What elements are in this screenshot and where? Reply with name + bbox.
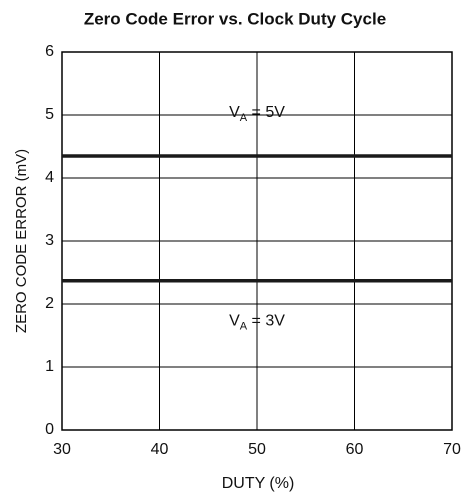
- y-tick-label: 4: [45, 169, 54, 186]
- series-label-rest: = 5V: [247, 104, 285, 121]
- y-tick-label: 0: [45, 421, 54, 438]
- y-tick-label: 5: [45, 106, 54, 123]
- x-tick-label: 70: [443, 441, 461, 458]
- plot-frame: [61, 51, 453, 431]
- series-label: VA = 5V: [229, 104, 285, 124]
- y-tick-label: 6: [45, 43, 54, 60]
- series-label-rest: = 3V: [247, 313, 285, 330]
- x-tick-label: 50: [248, 441, 266, 458]
- series-label: VA = 3V: [229, 313, 285, 333]
- x-tick-label: 60: [346, 441, 364, 458]
- y-axis-label: ZERO CODE ERROR (mV): [13, 149, 30, 333]
- y-tick-label: 2: [45, 295, 54, 312]
- series-label-sub: A: [240, 321, 248, 333]
- y-tick-label: 1: [45, 358, 54, 375]
- x-tick-label: 40: [151, 441, 169, 458]
- y-tick-label: 3: [45, 232, 54, 249]
- x-tick-label: 30: [53, 441, 71, 458]
- series-label-sub: A: [240, 112, 248, 124]
- x-axis-label: DUTY (%): [222, 475, 295, 492]
- chart-title: Zero Code Error vs. Clock Duty Cycle: [84, 9, 386, 28]
- series-label-main: V: [229, 104, 240, 121]
- series-label-main: V: [229, 313, 240, 330]
